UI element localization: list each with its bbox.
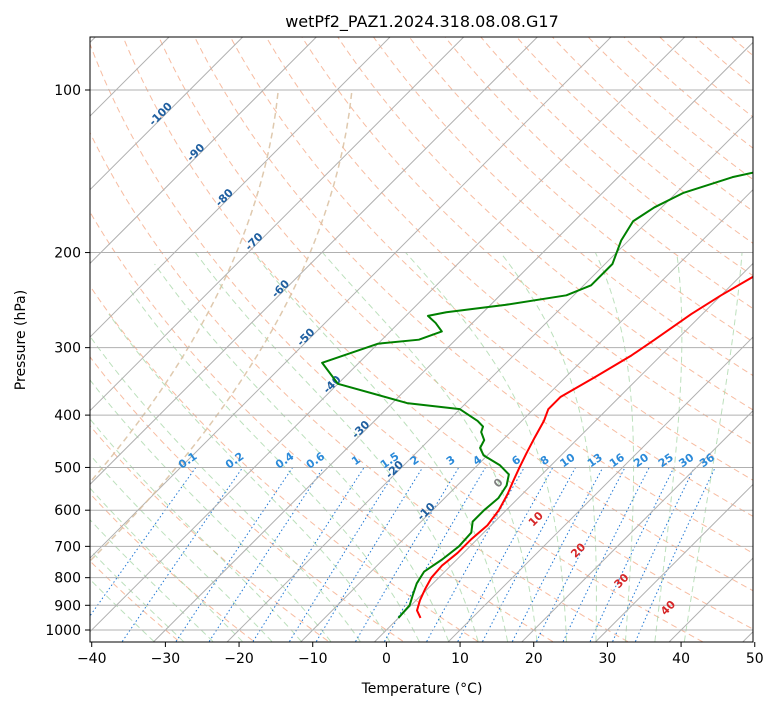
isotherm-line xyxy=(90,37,539,486)
mixing-ratio-line xyxy=(589,467,675,642)
moist-adiabat xyxy=(90,454,273,642)
dry-adiabat xyxy=(301,37,753,446)
x-tick-label: 30 xyxy=(598,651,616,667)
wet-bulb-zero-curve xyxy=(90,89,280,484)
dry-adiabat xyxy=(265,37,753,481)
x-tick-label: −20 xyxy=(224,651,254,667)
y-tick-label: 1000 xyxy=(45,623,81,639)
dry-adiabat xyxy=(194,37,753,554)
isotherm-line xyxy=(90,37,465,412)
wet-bulb-zero-curve xyxy=(90,89,353,562)
y-tick-label: 600 xyxy=(54,503,81,519)
dry-adiabat xyxy=(551,37,753,212)
mixing-ratio-line xyxy=(175,467,294,642)
isotherm-line xyxy=(226,115,753,642)
isotherm-line xyxy=(90,37,612,559)
x-tick-label: −40 xyxy=(77,651,107,667)
moist-adiabat xyxy=(90,379,332,642)
moist-adiabat xyxy=(322,252,538,642)
y-tick-label: 400 xyxy=(54,408,81,424)
dry-adiabat xyxy=(122,37,753,630)
mixing-ratio-line xyxy=(315,467,424,642)
y-axis-title: Pressure (hPa) xyxy=(13,290,29,390)
isotherm-line xyxy=(90,37,686,633)
axis-ticks: −40 −30 −20 −10 0 10 20 30 40 50 1000 900 800 700 600 5… xyxy=(45,83,763,667)
chart-title: wetPf2_PAZ1.2024.318.08.08.G17 xyxy=(285,12,559,32)
moist-adiabat xyxy=(154,263,450,642)
plot-frame xyxy=(89,36,754,643)
mixing-ratio-line xyxy=(457,467,554,642)
moist-adiabat xyxy=(500,252,597,642)
isotherm-line xyxy=(521,410,753,642)
isotherm-line xyxy=(594,483,753,642)
mixing-ratio-line xyxy=(90,467,197,617)
y-tick-label: 800 xyxy=(54,571,81,587)
mixing-ratio-line xyxy=(355,467,460,642)
isotherm-line xyxy=(300,189,753,642)
mixing-ratio-line xyxy=(208,467,324,642)
x-tick-label: 10 xyxy=(451,651,469,667)
dry-adiabat xyxy=(90,211,555,642)
dry-adiabat xyxy=(623,37,753,149)
y-tick-label: 900 xyxy=(54,598,81,614)
mixing-ratio-line xyxy=(252,467,365,642)
dry-adiabat xyxy=(90,42,705,642)
moist-adiabat xyxy=(108,313,391,642)
isotherm-line xyxy=(90,37,244,191)
moist-adiabat xyxy=(90,549,184,642)
x-tick-label: 0 xyxy=(382,651,391,667)
moist-adiabat xyxy=(90,519,214,642)
y-tick-label: 300 xyxy=(54,341,81,357)
dry-adiabat xyxy=(90,356,405,642)
dry-adiabat xyxy=(90,285,480,642)
isotherm-line xyxy=(447,336,753,642)
y-tick-label: 500 xyxy=(54,460,81,476)
x-tick-label: −10 xyxy=(298,651,328,667)
moist-adiabat xyxy=(90,418,302,642)
dry-adiabat xyxy=(587,37,753,181)
x-tick-label: 40 xyxy=(672,651,690,667)
temperature-line xyxy=(416,275,753,619)
moist-adiabat xyxy=(90,335,361,642)
x-tick-label: −30 xyxy=(151,651,181,667)
isotherm-line xyxy=(152,41,753,642)
moist-adiabat xyxy=(129,290,420,642)
x-tick-label: 20 xyxy=(525,651,543,667)
dry-adiabat xyxy=(90,425,331,642)
y-tick-label: 200 xyxy=(54,246,81,262)
x-tick-label: 50 xyxy=(746,651,764,667)
isotherm-line xyxy=(373,262,753,642)
mixing-ratio-line xyxy=(289,467,399,642)
isotherm-line xyxy=(90,37,318,265)
moist-adiabat xyxy=(683,252,743,642)
isotherm-line xyxy=(90,37,391,338)
dewpoint-line xyxy=(321,171,753,619)
moist-adiabat xyxy=(405,252,567,642)
sounding-series xyxy=(321,171,753,619)
y-tick-label: 100 xyxy=(54,83,81,99)
dry-adiabat xyxy=(408,37,753,343)
moist-adiabat xyxy=(90,578,155,642)
moist-adiabat xyxy=(654,252,683,642)
y-tick-label: 700 xyxy=(54,539,81,555)
x-axis-title: Temperature (°C) xyxy=(361,681,483,697)
mixing-ratio-line xyxy=(426,467,525,642)
background-lines xyxy=(90,37,753,642)
moist-adiabat xyxy=(252,252,509,642)
mixing-ratio-line xyxy=(612,467,695,642)
